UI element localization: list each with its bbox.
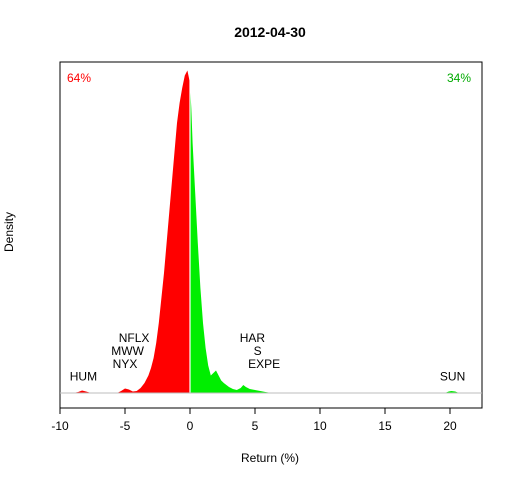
ticker-annotation: NYX: [113, 357, 138, 371]
chart-title: 2012-04-30: [234, 24, 306, 40]
x-tick-label: 15: [378, 419, 392, 433]
x-tick-label: 20: [443, 419, 457, 433]
x-tick-label: 5: [252, 419, 259, 433]
x-tick-label: 0: [187, 419, 194, 433]
y-axis-label: Density: [2, 212, 16, 252]
x-axis: -10 -5 0 5 10 15 20: [51, 408, 457, 433]
positive-density-area: [190, 83, 460, 393]
positive-share-label: 34%: [447, 71, 471, 85]
ticker-annotation: MWW: [111, 344, 144, 358]
x-axis-label: Return (%): [241, 451, 299, 465]
negative-density-area: [73, 70, 190, 393]
ticker-annotation: S: [254, 344, 262, 358]
ticker-annotation: HAR: [240, 331, 266, 345]
ticker-annotation: HUM: [70, 370, 97, 384]
x-tick-label: 10: [313, 419, 327, 433]
x-tick-label: -10: [51, 419, 69, 433]
x-tick-label: -5: [120, 419, 131, 433]
ticker-annotation: SUN: [440, 370, 465, 384]
ticker-annotation: EXPE: [248, 357, 280, 371]
plot-area: [59, 61, 483, 409]
negative-share-label: 64%: [67, 71, 91, 85]
ticker-annotation: NFLX: [119, 331, 150, 345]
plot-frame: [59, 61, 483, 409]
